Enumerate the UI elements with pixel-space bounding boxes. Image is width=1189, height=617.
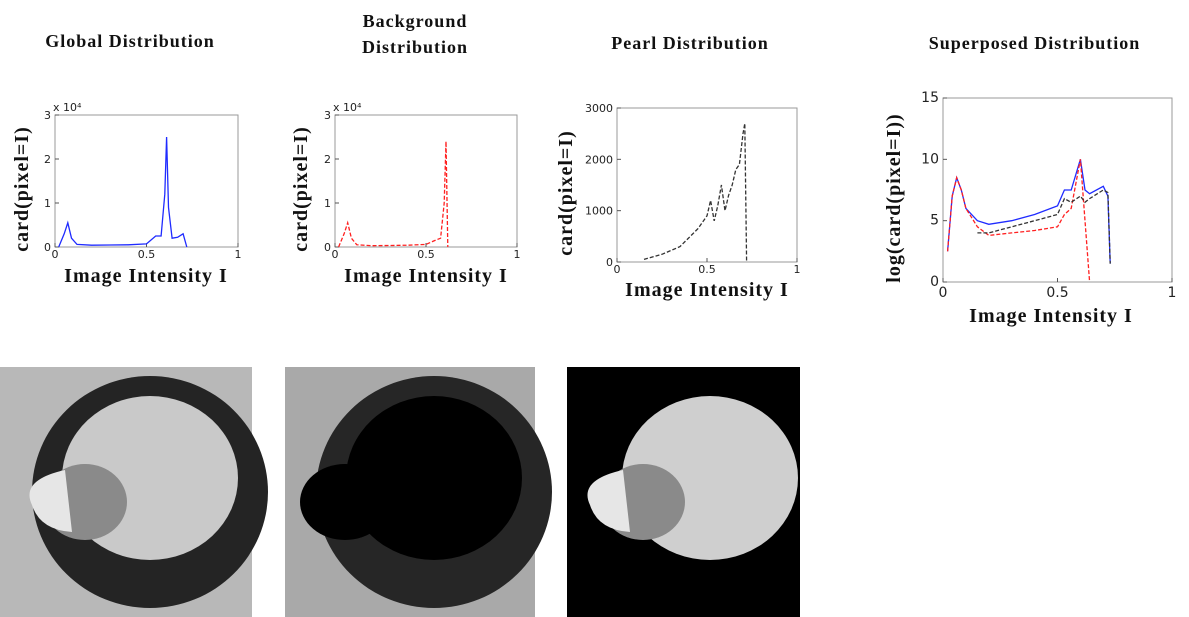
chart-title: Pearl Distribution xyxy=(611,33,769,53)
series-line xyxy=(58,136,188,248)
y-tick-label: 0 xyxy=(324,241,331,254)
x-tick-label: 0 xyxy=(52,248,59,261)
series-line xyxy=(946,159,1091,283)
plot-frame xyxy=(942,97,1173,283)
image-pearl xyxy=(567,367,800,617)
chart-title: Background Distribution xyxy=(361,11,469,57)
y-tick-label: 2 xyxy=(44,153,51,166)
plot-frame xyxy=(334,114,518,248)
y-tick-label: 1 xyxy=(44,197,51,210)
x-axis-title: Image Intensity I xyxy=(64,265,228,287)
y-tick-label: 1 xyxy=(324,197,331,210)
x-tick-label: 0.5 xyxy=(138,248,156,261)
y-tick-label: 15 xyxy=(921,90,939,106)
plot-frame xyxy=(54,114,239,248)
image-background xyxy=(285,367,552,617)
x-axis-title: Image Intensity I xyxy=(969,305,1133,327)
y-tick-label: 2000 xyxy=(585,153,613,166)
series-line xyxy=(338,141,449,248)
y-tick-label: 10 xyxy=(921,151,939,167)
series-line xyxy=(977,189,1111,264)
x-tick-label: 0.5 xyxy=(417,248,435,261)
y-tick-label: 5 xyxy=(930,213,939,229)
y-tick-label: 0 xyxy=(930,274,939,290)
x-tick-label: 0 xyxy=(614,263,621,276)
x-tick-label: 1 xyxy=(514,248,521,261)
chart-title: Superposed Distribution xyxy=(928,33,1141,53)
chart-title: Global Distribution xyxy=(45,31,215,51)
x-axis-title: Image Intensity I xyxy=(344,265,508,287)
image-global xyxy=(0,367,268,617)
y-tick-label: 3 xyxy=(44,109,51,122)
x-tick-label: 1 xyxy=(794,263,801,276)
y-tick-label: 3 xyxy=(324,109,331,122)
y-tick-label: 1000 xyxy=(585,205,613,218)
x-tick-label: 0.5 xyxy=(698,263,716,276)
y-axis-title: log(card(pixel=I)) xyxy=(883,113,905,282)
y-axis-title: card(pixel=I) xyxy=(290,126,312,252)
y-scale-note: x 10⁴ xyxy=(333,101,362,114)
y-axis-title: card(pixel=I) xyxy=(555,130,577,256)
plot-frame xyxy=(616,107,798,263)
y-scale-note: x 10⁴ xyxy=(53,101,82,114)
x-tick-label: 1 xyxy=(1168,285,1177,301)
series-line xyxy=(946,159,1111,264)
x-tick-label: 0 xyxy=(332,248,339,261)
series-line xyxy=(643,123,748,263)
x-tick-label: 0.5 xyxy=(1046,285,1068,301)
x-tick-label: 1 xyxy=(235,248,242,261)
y-tick-label: 2 xyxy=(324,153,331,166)
x-axis-title: Image Intensity I xyxy=(625,279,789,301)
y-tick-label: 0 xyxy=(606,256,613,269)
y-tick-label: 0 xyxy=(44,241,51,254)
x-tick-label: 0 xyxy=(939,285,948,301)
y-tick-label: 3000 xyxy=(585,102,613,115)
y-axis-title: card(pixel=I) xyxy=(11,126,33,252)
